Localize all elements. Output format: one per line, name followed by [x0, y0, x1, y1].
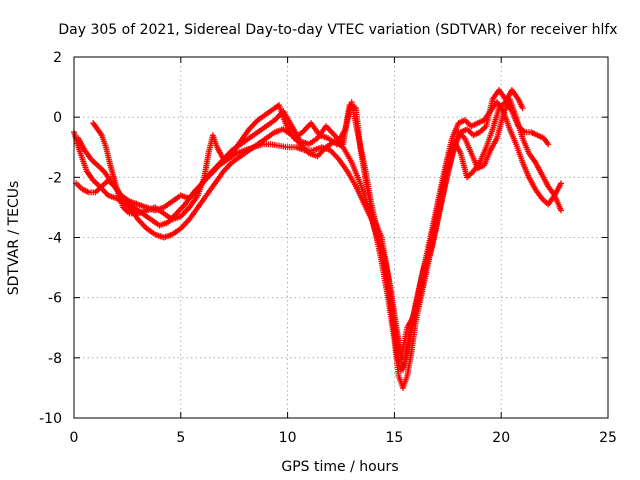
grid-layer [74, 57, 608, 418]
data-point-marker [558, 207, 565, 214]
y-tick-label: -8 [48, 351, 62, 367]
y-axis-label: SDTVAR / TECUs [6, 181, 22, 296]
x-tick-label: 5 [176, 430, 185, 446]
x-tick-label: 25 [599, 430, 617, 446]
x-tick-label: 15 [385, 430, 403, 446]
x-tick-label: 0 [70, 430, 79, 446]
y-tick-label: -2 [48, 170, 62, 186]
y-tick-label: -6 [48, 291, 62, 307]
y-tick-label: 0 [53, 110, 62, 126]
data-layer [71, 87, 565, 391]
axis-layer: 0 5 10 15 20 25 -10 -8 -6 -4 -2 0 2 [39, 50, 617, 446]
x-axis-label: GPS time / hours [281, 459, 398, 475]
chart-title: Day 305 of 2021, Sidereal Day-to-day VTE… [58, 22, 617, 38]
series-pass-d [90, 87, 526, 373]
data-point-marker [519, 105, 526, 112]
data-point-marker [558, 180, 565, 187]
y-tick-label: -10 [39, 411, 62, 427]
x-tick-label: 20 [492, 430, 510, 446]
y-tick-label: -4 [48, 231, 62, 247]
data-point-marker [545, 141, 552, 148]
x-tick-label: 10 [279, 430, 297, 446]
y-tick-label: 2 [53, 50, 62, 66]
